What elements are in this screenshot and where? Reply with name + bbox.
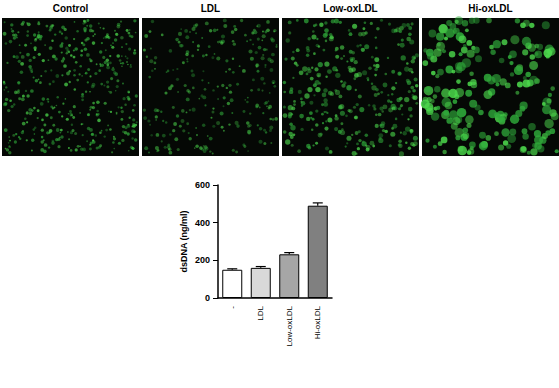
svg-text:400: 400	[195, 218, 210, 228]
svg-text:200: 200	[195, 255, 210, 265]
svg-text:LDL: LDL	[256, 305, 265, 320]
svg-text:Hi-oxLDL: Hi-oxLDL	[468, 3, 512, 14]
svg-text:Low-oxLDL: Low-oxLDL	[323, 3, 377, 14]
svg-text:-: -	[228, 306, 237, 309]
svg-text:600: 600	[195, 180, 210, 190]
svg-text:Low-oxLDL: Low-oxLDL	[285, 305, 294, 346]
svg-text:Control: Control	[53, 3, 89, 14]
svg-text:dsDNA (ng/ml): dsDNA (ng/ml)	[179, 210, 189, 272]
svg-text:0: 0	[205, 293, 210, 303]
svg-text:Hi-oxLDL: Hi-oxLDL	[313, 305, 322, 339]
svg-text:LDL: LDL	[201, 3, 220, 14]
